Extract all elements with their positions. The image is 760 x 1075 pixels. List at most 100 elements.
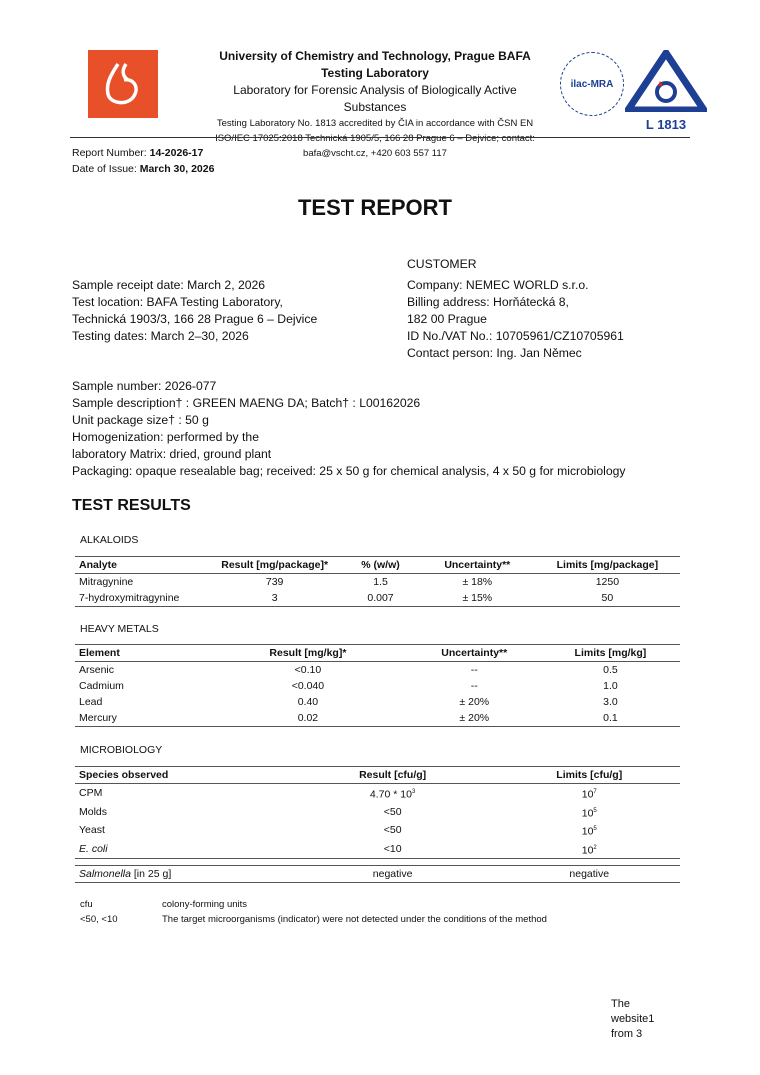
cell: 3	[271, 592, 278, 604]
cell: Mercury	[79, 712, 117, 724]
customer-city: 182 00 Prague	[407, 312, 487, 326]
cell: 105	[499, 803, 681, 822]
cell: 0.1	[603, 712, 618, 724]
footnotes: cfu colony-forming units <50, <10 The targ…	[80, 897, 547, 927]
cell: 0.007	[367, 592, 394, 604]
footer-line: website1	[611, 1013, 655, 1025]
alkaloids-label: ALKALOIDS	[80, 534, 139, 546]
exponent: 5	[593, 807, 597, 814]
column-header: Result [mg/package]*	[208, 556, 342, 574]
column-header: Limits [mg/kg]	[540, 644, 680, 662]
cell: 50	[601, 592, 614, 604]
cell: <0.040	[291, 680, 325, 692]
microbiology-label: MICROBIOLOGY	[80, 744, 163, 756]
cell: E. coli	[79, 842, 108, 855]
university-name: University of Chemistry and Technology, …	[219, 49, 531, 63]
heavy-metals-label: HEAVY METALS	[80, 623, 159, 635]
customer-address: Billing address: Horňátecká 8,	[407, 295, 569, 309]
issue-date-label: Date of Issue:	[72, 163, 137, 175]
cell: --	[470, 680, 478, 692]
exponent: 5	[593, 826, 597, 832]
cell: 1.0	[603, 680, 618, 692]
sample-line: Sample description† : GREEN MAENG DA; Ba…	[72, 396, 421, 410]
exponent: 7	[593, 789, 597, 795]
heavy-metals-table: Element Result [mg/kg]* Uncertainty** Limit…	[75, 644, 680, 727]
sample-info: Sample receipt date: March 2, 2026 Test …	[72, 277, 317, 345]
cell: 4.70 * 103	[287, 784, 499, 803]
customer-heading: CUSTOMER	[407, 257, 477, 271]
column-header: Element	[75, 644, 209, 662]
table-row: Mitragynine 739 1.5 ± 18% 1250	[75, 574, 680, 591]
cell: ± 15%	[462, 592, 493, 604]
table-row: Lead 0.40 ± 20% 3.0	[75, 694, 680, 710]
column-header: Analyte	[75, 556, 209, 574]
table-header-row: Species observed Result [cfu/g] Limits […	[75, 766, 680, 784]
cell: Cadmium	[79, 680, 124, 692]
table-row: 7-hydroxymitragynine 3 0.007 ± 15% 50	[75, 590, 680, 607]
sample-line: Packaging: opaque resealable bag; receiv…	[72, 464, 626, 478]
cell: 3.0	[603, 696, 618, 708]
alkaloids-table: Analyte Result [mg/package]*% (w/w) Uncert…	[75, 556, 680, 607]
cell: 0.02	[297, 712, 319, 724]
cell: 0.40	[297, 696, 319, 708]
cell-value: 10	[581, 844, 594, 856]
cell: 0.5	[603, 664, 618, 676]
sample-line: laboratory Matrix: dried, ground plant	[72, 447, 272, 461]
customer-block: CUSTOMER Company: NEMEC WORLD s.r.o. Bil…	[407, 256, 624, 362]
cell-value: 4.70 * 10	[369, 788, 412, 801]
exponent: 3	[411, 789, 416, 795]
cell: CPM	[79, 787, 103, 800]
cell: 105	[499, 821, 681, 840]
column-header: Result [mg/kg]*	[208, 644, 408, 662]
column-header: % (w/w)	[341, 556, 420, 574]
column-header: Limits [mg/package]	[534, 556, 680, 574]
cell: ± 20%	[459, 712, 490, 724]
cell: ± 20%	[459, 696, 490, 708]
note-text: colony-forming units	[162, 899, 248, 910]
customer-contact: Contact person: Ing. Jan Němec	[407, 346, 582, 360]
report-number-label: Report Number:	[72, 147, 147, 159]
cell: negative	[569, 868, 610, 880]
ilac-logo-text: ilac-MRA	[570, 78, 614, 90]
exponent: 2	[593, 844, 597, 851]
cell: 107	[499, 784, 681, 803]
table-header-row: Element Result [mg/kg]* Uncertainty** Limit…	[75, 644, 680, 662]
issue-date: March 30, 2026	[139, 163, 215, 175]
cell: 739	[265, 576, 284, 588]
column-header: Result [cfu/g]	[286, 766, 499, 784]
table-row: CPM 4.70 * 103 107	[75, 784, 680, 803]
table-row: Molds <50 105	[75, 803, 680, 822]
column-header: Limits [cfu/g]	[498, 766, 680, 784]
lab-subtitle: Laboratory for Forensic Analysis of Biol…	[233, 83, 517, 114]
cell-value: 10	[581, 825, 594, 838]
column-header: Species observed	[75, 766, 287, 784]
cai-logo: L 1813	[621, 46, 711, 132]
sample-line: Unit package size† : 50 g	[72, 413, 209, 427]
test-location: Test location: BAFA Testing Laboratory,	[72, 295, 283, 309]
customer-company: Company: NEMEC WORLD s.r.o.	[407, 278, 589, 292]
test-location-address: Technická 1903/3, 166 28 Prague 6 – Dejv…	[72, 312, 318, 326]
salmonella-table: Salmonella [in 25 g] negative negative	[75, 865, 680, 883]
cell: <50	[383, 805, 402, 818]
receipt-date: Sample receipt date: March 2, 2026	[72, 278, 266, 292]
university-logo	[88, 50, 158, 118]
cell: <0.10	[294, 664, 322, 676]
sample-amount: [in 25 g]	[133, 868, 172, 880]
species-name: Salmonella	[79, 868, 131, 880]
table-row: Yeast <50 105	[75, 821, 680, 840]
cell: negative	[372, 868, 413, 880]
cell-value: 10	[581, 788, 594, 801]
sample-details: Sample number: 2026-077 Sample descripti…	[72, 378, 626, 480]
footer-line: The	[611, 998, 630, 1010]
column-header: Uncertainty**	[407, 644, 541, 662]
note-term: cfu	[80, 899, 93, 910]
note-text: The target microorganisms (indicator) we…	[162, 914, 547, 925]
microbiology-table: Species observed Result [cfu/g] Limits […	[75, 766, 680, 859]
table-row: Mercury 0.02 ± 20% 0.1	[75, 710, 680, 727]
cell-value: 10	[581, 807, 594, 819]
report-title: TEST REPORT	[297, 195, 452, 220]
cell: ± 18%	[462, 576, 493, 588]
testing-dates: Testing dates: March 2–30, 2026	[72, 329, 249, 343]
report-number: 14-2026-17	[149, 147, 204, 159]
